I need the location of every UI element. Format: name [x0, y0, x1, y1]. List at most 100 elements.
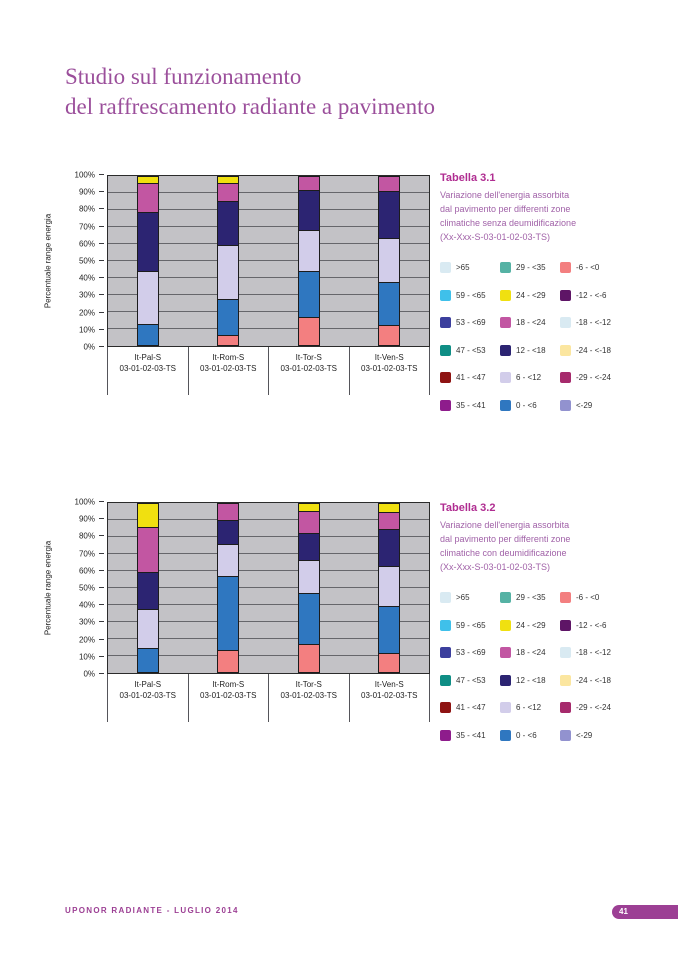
legend-swatch — [440, 647, 451, 659]
y-tick-mark — [99, 225, 104, 227]
bar-segment — [378, 512, 399, 530]
bar-segment — [138, 270, 159, 324]
legend-item: -24 - <-18 — [560, 667, 678, 695]
legend-swatch — [440, 317, 451, 329]
gridline — [108, 536, 429, 537]
page-title-line1: Studio sul funzionamento — [65, 64, 302, 89]
bar-segment — [298, 560, 319, 594]
legend-label: 35 - <41 — [456, 400, 486, 410]
legend-label: 12 - <18 — [516, 345, 546, 355]
bar-segment — [298, 176, 319, 190]
legend-label: 53 - <69 — [456, 648, 486, 658]
stacked-bar-it-rom-s — [217, 503, 240, 673]
y-tick-mark — [99, 208, 104, 210]
page-title-line2: del raffrescamento radiante a pavimento — [65, 94, 435, 119]
bar-segment — [138, 176, 159, 183]
y-tick-label: 70% — [78, 222, 95, 232]
bar-segment — [138, 503, 159, 527]
legend-label: -18 - <-12 — [576, 648, 611, 658]
bar-segment — [378, 652, 399, 672]
legend-item: 6 - <12 — [500, 364, 560, 392]
legend-label: 6 - <12 — [516, 703, 542, 713]
y-tick-mark — [99, 242, 104, 244]
legend-item: -6 - <0 — [560, 584, 678, 612]
legend-item: -18 - <-12 — [560, 309, 678, 337]
legend-swatch — [560, 372, 571, 384]
stacked-bar-it-rom-s — [217, 176, 240, 346]
bars-row — [108, 503, 429, 673]
legend-item: 18 - <24 — [500, 309, 560, 337]
footer-text: UPONOR RADIANTE - LUGLIO 2014 — [65, 906, 239, 915]
legend-tabella-3-1: Tabella 3.1 Variazione dell'energia asso… — [440, 172, 678, 419]
legend-item: -29 - <-24 — [560, 364, 678, 392]
category-label-line2: 03-01-02-03-TS — [200, 691, 257, 700]
legend-item: <-29 — [560, 392, 678, 420]
legend-description: Variazione dell'energia assorbita dal pav… — [440, 518, 678, 574]
category-label-line1: It-Tor-S — [295, 680, 322, 689]
y-tick-label: 10% — [78, 652, 95, 662]
y-axis-ticks: 0% 10% 20% 30% 40% 50% 60% 70% 80% 90% 100% — [60, 498, 104, 679]
legend-item: 53 - <69 — [440, 309, 500, 337]
gridline — [108, 277, 429, 278]
gridline — [108, 655, 429, 656]
y-tick-mark — [99, 260, 104, 261]
legend-swatch — [500, 729, 511, 741]
stacked-bar-it-ven-s — [377, 503, 400, 673]
gridline — [108, 587, 429, 588]
bar-segment — [218, 245, 239, 300]
gridline — [108, 604, 429, 605]
legend-item: 12 - <18 — [500, 667, 560, 695]
legend-swatch — [440, 399, 451, 411]
gridline — [108, 209, 429, 210]
legend-description-line: (Xx-Xxx-S-03-01-02-03-TS) — [440, 232, 551, 242]
y-tick-label: 100% — [74, 497, 95, 507]
y-tick-mark — [99, 655, 104, 657]
legend-swatch — [500, 317, 511, 329]
plot-area — [107, 502, 430, 674]
legend-item: 53 - <69 — [440, 639, 500, 667]
bar-segment — [138, 609, 159, 649]
legend-description-line: Variazione dell'energia assorbita — [440, 190, 570, 200]
bar-slot-it-pal-s — [108, 176, 188, 346]
stacked-bar-it-pal-s — [137, 503, 160, 673]
x-axis-categories: It-Pal-S 03-01-02-03-TS It-Rom-S 03-01-02-0… — [107, 347, 430, 395]
category-label-line2: 03-01-02-03-TS — [119, 364, 176, 373]
legend-item: 35 - <41 — [440, 392, 500, 420]
y-tick-mark — [99, 552, 104, 554]
legend-description: Variazione dell'energia assorbita dal pav… — [440, 188, 678, 244]
legend-item: 29 - <35 — [500, 584, 560, 612]
y-tick-mark — [99, 518, 104, 520]
category-label: It-Rom-S 03-01-02-03-TS — [187, 347, 269, 395]
y-tick-label: 60% — [78, 566, 95, 576]
category-label-line1: It-Pal-S — [134, 353, 162, 362]
legend-swatch — [500, 372, 511, 384]
y-tick-label: 80% — [78, 204, 95, 214]
legend-swatch — [560, 702, 571, 714]
legend-item: 6 - <12 — [500, 694, 560, 722]
bar-segment — [378, 606, 399, 653]
category-label: It-Pal-S 03-01-02-03-TS — [107, 674, 188, 722]
legend-item: 59 - <65 — [440, 282, 500, 310]
page-title: Studio sul funzionamento del raffrescamen… — [65, 62, 435, 122]
y-tick-mark — [99, 501, 104, 502]
category-label: It-Ven-S 03-01-02-03-TS — [348, 347, 430, 395]
legend-swatch — [560, 592, 571, 604]
legend-swatch — [500, 592, 511, 604]
y-tick-label: 50% — [78, 256, 95, 266]
category-label-line1: It-Tor-S — [295, 353, 322, 362]
page-number: 41 — [619, 907, 628, 916]
gridline — [108, 192, 429, 193]
legend-swatch — [560, 262, 571, 274]
legend-description-line: climatiche con deumidificazione — [440, 548, 567, 558]
gridline — [108, 553, 429, 554]
legend-label: -6 - <0 — [576, 263, 600, 273]
page-number-badge: 41 — [612, 905, 678, 919]
legend-item: <-29 — [560, 722, 678, 750]
legend-swatch — [440, 289, 451, 301]
gridline — [108, 621, 429, 622]
bar-segment — [218, 201, 239, 246]
legend-swatch — [500, 399, 511, 411]
legend-swatch — [500, 647, 511, 659]
stacked-bar-it-ven-s — [377, 176, 400, 346]
